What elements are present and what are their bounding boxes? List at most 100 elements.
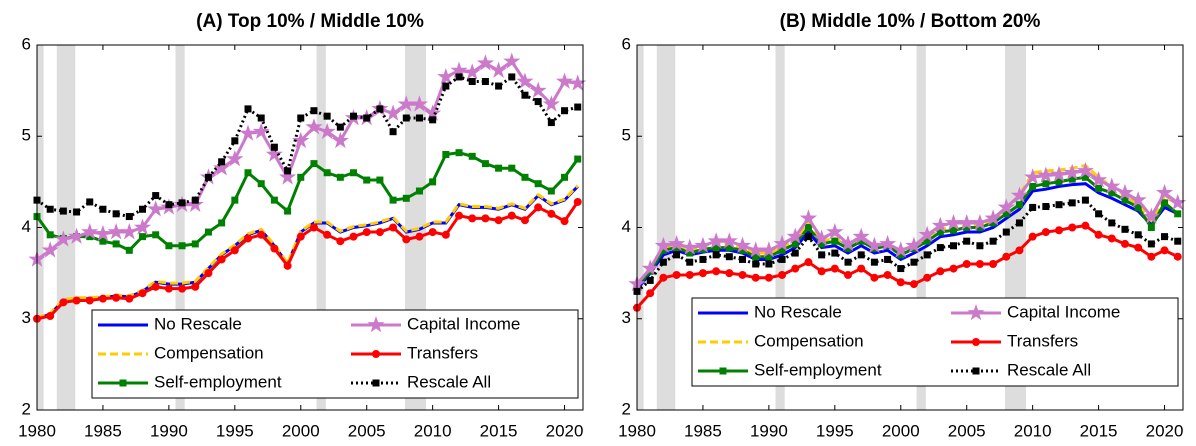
legend-label: Capital Income — [1007, 302, 1120, 321]
marker — [165, 201, 173, 209]
marker — [778, 246, 786, 254]
legend-label: Rescale All — [1007, 360, 1091, 379]
marker — [86, 198, 94, 206]
marker — [41, 241, 59, 258]
marker — [972, 367, 980, 375]
marker — [270, 244, 279, 253]
marker — [164, 284, 173, 293]
marker — [331, 131, 349, 149]
marker — [561, 173, 569, 181]
marker — [765, 253, 773, 261]
marker — [1103, 177, 1121, 194]
marker — [1050, 165, 1068, 182]
marker — [133, 218, 152, 235]
marker — [1121, 196, 1129, 204]
marker — [284, 167, 292, 175]
shaded-period — [656, 45, 676, 410]
marker — [573, 197, 582, 206]
marker — [336, 173, 344, 181]
marker — [305, 118, 323, 135]
marker — [318, 122, 336, 139]
marker — [752, 253, 760, 261]
marker — [107, 223, 125, 240]
marker — [870, 273, 879, 282]
marker — [85, 296, 94, 305]
marker — [520, 216, 529, 225]
marker — [747, 241, 765, 258]
x-tick-label: 2020 — [546, 421, 584, 440]
y-tick-label: 2 — [622, 399, 631, 418]
marker — [226, 150, 244, 167]
marker — [962, 260, 971, 268]
marker — [936, 244, 944, 252]
marker — [1155, 183, 1174, 201]
marker — [817, 267, 826, 276]
legend-label: Capital Income — [407, 314, 520, 333]
marker — [857, 237, 865, 245]
marker — [367, 316, 385, 333]
marker — [112, 293, 121, 302]
marker — [989, 237, 997, 245]
marker — [516, 72, 534, 89]
x-tick-label: 1980 — [618, 421, 656, 440]
marker — [1055, 226, 1064, 235]
legend-label: Compensation — [154, 343, 264, 362]
marker — [468, 214, 477, 223]
marker — [931, 216, 949, 233]
y-tick-label: 5 — [622, 126, 631, 145]
x-tick-label: 2000 — [882, 421, 920, 440]
marker — [1169, 193, 1187, 211]
marker — [646, 276, 654, 284]
marker — [673, 244, 681, 252]
marker — [244, 234, 253, 243]
marker — [681, 238, 699, 255]
marker — [349, 232, 358, 241]
marker — [542, 95, 560, 112]
x-tick-label: 2015 — [480, 421, 518, 440]
marker — [547, 119, 555, 127]
marker — [415, 187, 423, 195]
marker — [818, 240, 826, 248]
marker — [503, 52, 521, 69]
marker — [963, 224, 971, 231]
marker — [375, 228, 384, 237]
legend-label: Compensation — [754, 331, 864, 350]
marker — [481, 78, 489, 85]
marker — [1134, 231, 1142, 239]
marker — [363, 114, 371, 122]
marker — [284, 207, 292, 215]
marker — [410, 95, 429, 112]
marker — [844, 258, 852, 266]
marker — [852, 227, 870, 244]
marker — [547, 209, 556, 218]
marker — [244, 105, 252, 113]
marker — [495, 164, 503, 172]
marker — [112, 240, 120, 248]
marker — [323, 230, 332, 239]
marker — [534, 180, 542, 188]
shaded-period — [916, 45, 926, 410]
marker — [773, 234, 791, 252]
marker — [279, 168, 297, 185]
marker — [125, 294, 134, 303]
marker — [72, 296, 81, 305]
marker — [441, 230, 450, 239]
marker — [1160, 246, 1169, 255]
marker — [865, 236, 883, 254]
marker — [1015, 201, 1023, 209]
marker — [362, 228, 371, 237]
marker — [984, 209, 1002, 226]
marker — [1134, 203, 1142, 211]
marker — [178, 284, 187, 293]
marker — [73, 208, 81, 216]
marker — [673, 251, 681, 259]
marker — [191, 196, 199, 204]
marker — [884, 255, 892, 263]
marker — [1037, 166, 1055, 183]
marker — [336, 237, 345, 246]
marker — [1041, 228, 1050, 237]
marker — [686, 249, 694, 257]
legend-label: Self-employment — [154, 372, 282, 391]
marker — [659, 246, 667, 254]
marker — [857, 251, 865, 259]
